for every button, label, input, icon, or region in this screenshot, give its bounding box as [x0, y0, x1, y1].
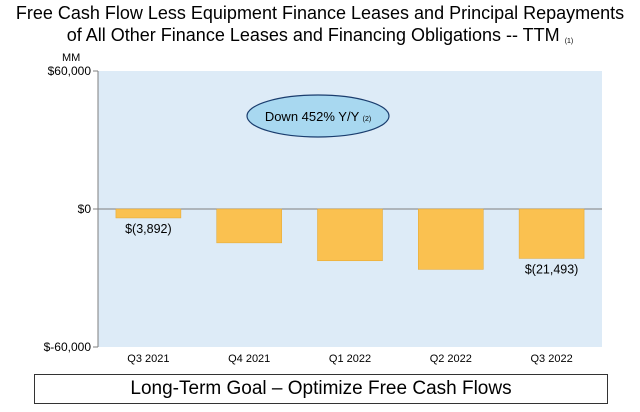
- callout-ellipse: [246, 94, 390, 138]
- long-term-goal-text: Long-Term Goal – Optimize Free Cash Flow…: [130, 378, 512, 399]
- y-tick-label: $60,000: [48, 64, 92, 78]
- bar: [317, 208, 383, 262]
- data-labels: $(3,892) $(21,493): [125, 222, 578, 276]
- x-tick-label: Q2 2022: [430, 353, 472, 365]
- bar: [518, 208, 585, 259]
- title-footnote: (1): [564, 38, 574, 45]
- y-tick-label: $0: [78, 202, 92, 216]
- data-label: $(3,892): [125, 222, 172, 236]
- x-tick-label: Q3 2021: [127, 353, 169, 365]
- chart-title-line-1: Free Cash Flow Less Equipment Finance Le…: [15, 3, 625, 23]
- x-tick-label: Q3 2022: [530, 353, 572, 365]
- y-axis-ticks: $60,000 $0 $-60,000: [44, 64, 98, 354]
- bar-chart: $60,000 $0 $-60,000 MM Q3 2021 Q4 2021 Q1 20…: [44, 52, 602, 365]
- annotation-callout: Down 452% Y/Y (2): [246, 94, 390, 138]
- chart-title-line-2: of All Other Finance Leases and Financin…: [0, 24, 640, 51]
- data-label: $(21,493): [525, 262, 579, 276]
- long-term-goal-banner: Long-Term Goal – Optimize Free Cash Flow…: [34, 374, 608, 404]
- y-tick-label: $-60,000: [44, 340, 92, 354]
- bar: [216, 208, 282, 244]
- bar-series: [115, 208, 585, 270]
- bar: [115, 208, 182, 219]
- bar: [418, 208, 484, 270]
- x-tick-label: Q4 2021: [228, 353, 270, 365]
- x-tick-label: Q1 2022: [329, 353, 371, 365]
- chart-title-line-2-text: of All Other Finance Leases and Financin…: [66, 25, 560, 45]
- x-axis-labels: Q3 2021 Q4 2021 Q1 2022 Q2 2022 Q3 2022: [127, 353, 572, 365]
- y-axis-unit-label: MM: [62, 52, 80, 64]
- callout-text: Down 452% Y/Y (2): [265, 109, 371, 124]
